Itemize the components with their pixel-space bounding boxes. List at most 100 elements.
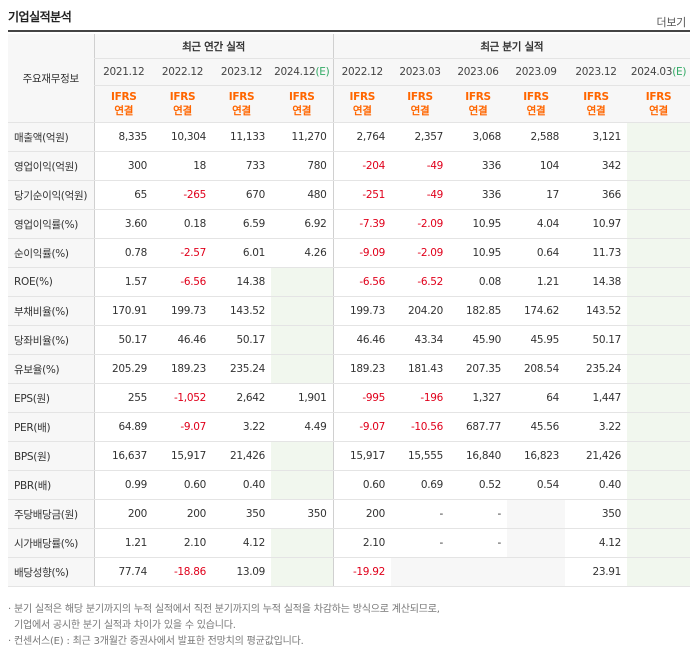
- ifrs-top-text: IFRS: [110, 91, 137, 103]
- period-header: 2023.06: [449, 58, 507, 86]
- table-cell: -9.07: [332, 412, 391, 442]
- table-cell: 45.95: [507, 325, 565, 355]
- table-cell: 21,426: [212, 441, 271, 471]
- more-link[interactable]: 더보기: [656, 16, 687, 29]
- table-cell: 14.38: [212, 267, 271, 297]
- table-cell: -49: [391, 151, 449, 181]
- table-body: 매출액(억원) 8,335 10,304 11,133 11,270 2,764 2,357…: [8, 122, 690, 587]
- table-row: EPS(원) 255 -1,052 2,642 1,901 -995 -196 1,327 64…: [8, 383, 690, 413]
- table-row: 매출액(억원) 8,335 10,304 11,133 11,270 2,764 2,357…: [8, 122, 690, 152]
- table-cell: 65: [93, 180, 153, 210]
- table-cell: 2.10: [153, 528, 212, 558]
- table-cell: 0.69: [391, 470, 449, 500]
- ifrs-top-text: IFRS: [523, 91, 549, 103]
- ifrs-bottom-text: 연결: [232, 105, 251, 117]
- table-cell: 189.23: [332, 354, 391, 384]
- ifrs-label: IFRS 연결: [449, 85, 507, 123]
- table-cell: 3.22: [565, 412, 627, 442]
- table-cell: 670: [212, 180, 271, 210]
- row-header-label: 주요재무정보: [8, 34, 94, 123]
- footnote-line: · 분기 실적은 해당 분기까지의 누적 실적에서 직전 분기까지의 누적 실적…: [8, 604, 440, 615]
- row-label: ROE(%): [8, 267, 94, 297]
- table-cell: -2.09: [391, 238, 449, 268]
- table-cell: 15,917: [153, 441, 212, 471]
- table-cell: 50.17: [212, 325, 271, 355]
- estimate-marker: (E): [315, 66, 330, 78]
- table-cell: -19.92: [332, 557, 391, 587]
- table-cell: [627, 267, 690, 297]
- ifrs-bottom-text: 연결: [526, 105, 546, 117]
- row-label: 매출액(억원): [8, 122, 94, 152]
- table-cell: 77.74: [93, 557, 153, 587]
- table-cell: [507, 557, 565, 587]
- table-cell: [449, 557, 507, 587]
- financial-table: 주요재무정보 최근 연간 실적 최근 분기 실적 2021.12 2022.12 2…: [8, 34, 690, 587]
- row-label: PER(배): [8, 412, 94, 442]
- ifrs-bottom-text: 연결: [586, 105, 606, 117]
- table-cell: -18.86: [153, 557, 212, 587]
- table-row: 배당성향(%) 77.74 -18.86 13.09 -19.92 23.91: [8, 557, 690, 587]
- row-label: EPS(원): [8, 383, 94, 413]
- ifrs-label: IFRS 연결: [93, 85, 153, 123]
- table-cell: 0.52: [449, 470, 507, 500]
- table-cell: 13.09: [212, 557, 271, 587]
- row-label: 당좌비율(%): [8, 325, 94, 355]
- table-cell: [627, 470, 690, 500]
- row-label: 순이익률(%): [8, 238, 94, 268]
- table-cell: [271, 528, 333, 558]
- table-row: 시가배당률(%) 1.21 2.10 4.12 2.10- -4.12: [8, 528, 690, 558]
- table-cell: -6.56: [332, 267, 391, 297]
- table-cell: 50.17: [93, 325, 153, 355]
- table-cell: 15,555: [391, 441, 449, 471]
- table-cell: [627, 557, 690, 587]
- table-cell: -9.09: [332, 238, 391, 268]
- table-row: PER(배) 64.89 -9.07 3.22 4.49 -9.07 -10.56 687.7…: [8, 412, 690, 442]
- period-header: 2023.03: [391, 58, 449, 86]
- table-cell: 780: [271, 151, 333, 181]
- table-row: 영업이익률(%) 3.60 0.18 6.59 6.92 -7.39 -2.09 10.95 4…: [8, 209, 690, 239]
- table-cell: 4.12: [565, 528, 627, 558]
- table-cell: -1,052: [153, 383, 212, 413]
- table-cell: [627, 122, 690, 152]
- ifrs-label: IFRS 연결: [627, 85, 690, 123]
- table-cell: 235.24: [212, 354, 271, 384]
- table-cell: 208.54: [507, 354, 565, 384]
- table-cell: [627, 209, 690, 239]
- period-header: 2022.12: [332, 58, 391, 86]
- table-cell: [627, 151, 690, 181]
- table-cell: 350: [565, 499, 627, 529]
- ifrs-bottom-text: 연결: [468, 105, 488, 117]
- table-cell: [627, 180, 690, 210]
- table-cell: 1.21: [93, 528, 153, 558]
- table-cell: 350: [212, 499, 271, 529]
- table-cell: 199.73: [153, 296, 212, 326]
- table-cell: -49: [391, 180, 449, 210]
- row-label: PBR(배): [8, 470, 94, 500]
- annual-group-header: 최근 연간 실적: [93, 34, 333, 59]
- header-divider: [8, 30, 690, 32]
- table-cell: [627, 325, 690, 355]
- table-cell: 45.56: [507, 412, 565, 442]
- table-cell: 3,068: [449, 122, 507, 152]
- table-cell: 46.46: [153, 325, 212, 355]
- table-cell: 6.59: [212, 209, 271, 239]
- footnote-line: · 컨센서스(E) : 최근 3개월간 증권사에서 발표한 전망치의 평균값입니…: [8, 636, 304, 647]
- ifrs-top-text: IFRS: [288, 91, 315, 103]
- table-cell: -251: [332, 180, 391, 210]
- table-cell: 3,121: [565, 122, 627, 152]
- table-cell: 687.77: [449, 412, 507, 442]
- table-cell: [627, 441, 690, 471]
- table-cell: 23.91: [565, 557, 627, 587]
- table-cell: 204.20: [391, 296, 449, 326]
- table-row: PBR(배) 0.99 0.60 0.40 0.60 0.69 0.52 0.54 0.40: [8, 470, 690, 500]
- table-cell: [627, 412, 690, 442]
- ifrs-top-text: IFRS: [349, 91, 376, 103]
- footnotes: · 분기 실적은 해당 분기까지의 누적 실적에서 직전 분기까지의 누적 실적…: [8, 602, 440, 650]
- table-cell: 0.99: [93, 470, 153, 500]
- table-cell: 10.95: [449, 238, 507, 268]
- table-cell: 0.40: [212, 470, 271, 500]
- table-cell: 143.52: [565, 296, 627, 326]
- table-cell: 0.60: [153, 470, 212, 500]
- table-cell: 15,917: [332, 441, 391, 471]
